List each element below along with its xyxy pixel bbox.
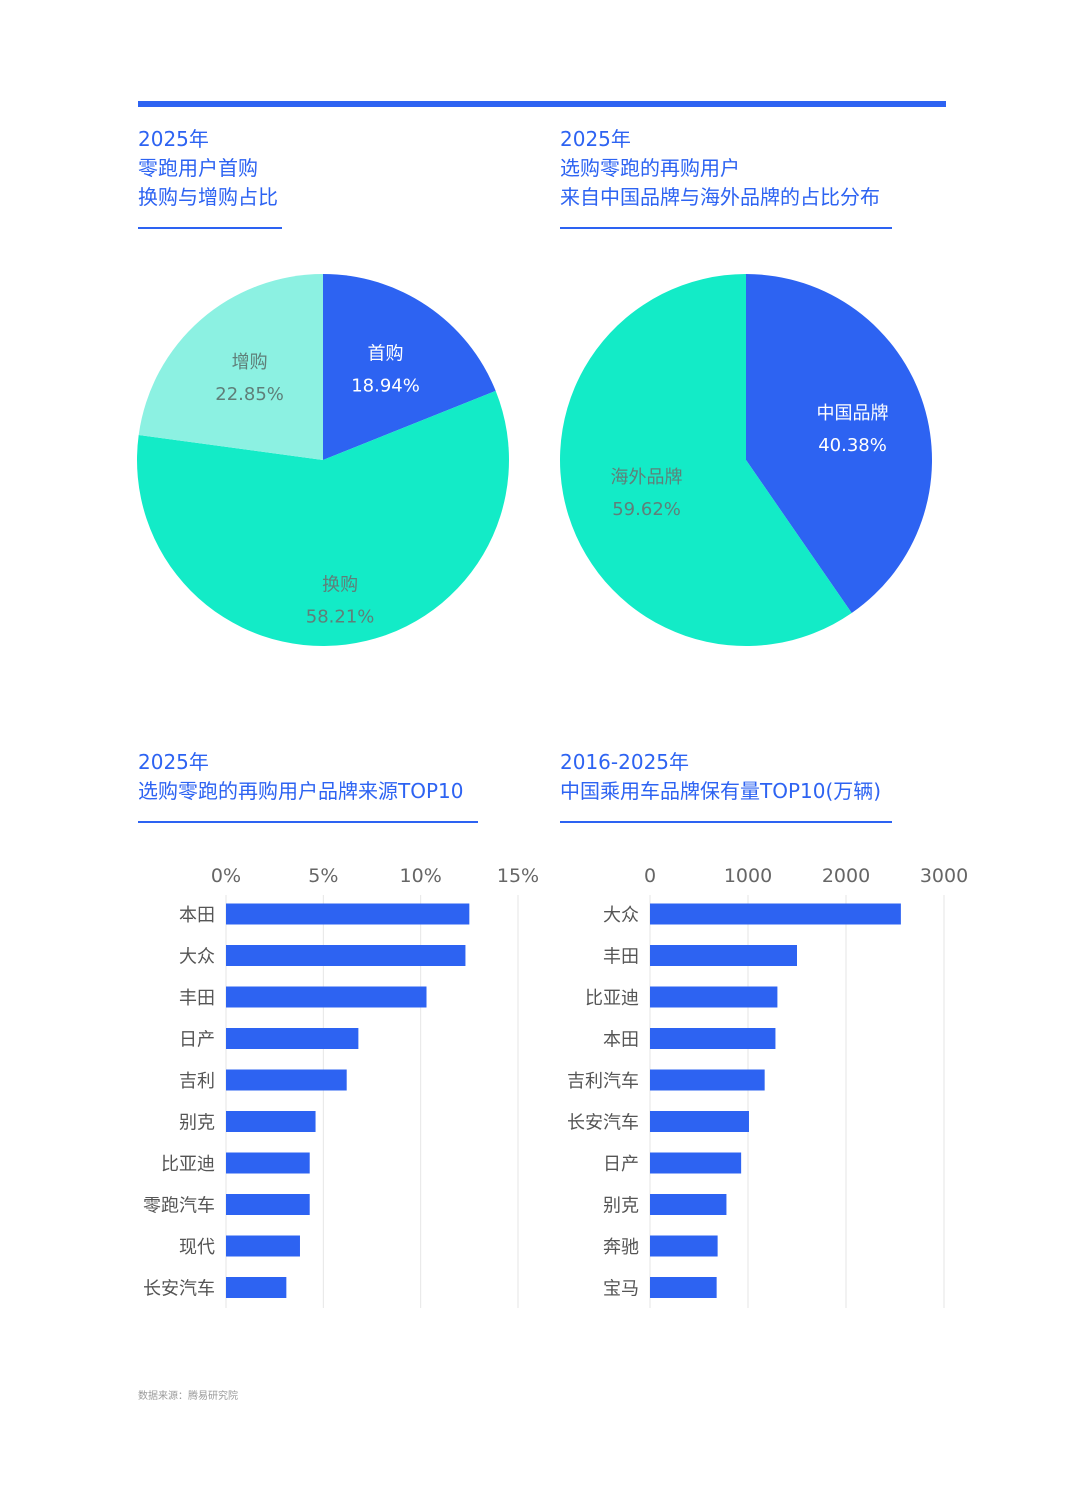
heading-line: 2025年 <box>138 127 209 151</box>
pie-label: 中国品牌 <box>817 403 889 424</box>
category-label: 零跑汽车 <box>143 1196 215 1217</box>
category-label: 现代 <box>179 1237 215 1258</box>
top-rule <box>138 101 946 107</box>
bar <box>226 903 470 925</box>
heading-line: 2025年 <box>138 750 209 774</box>
bar <box>650 986 778 1008</box>
heading-brand-source-top10: 2025年 选购零跑的再购用户品牌来源TOP10 <box>138 748 463 806</box>
category-label: 奔驰 <box>603 1237 639 1258</box>
x-tick-label: 5% <box>308 865 338 887</box>
bar <box>650 1069 765 1091</box>
pie-slice <box>746 274 932 614</box>
pie-slice <box>137 390 510 646</box>
category-label: 长安汽车 <box>143 1279 215 1300</box>
category-label: 比亚迪 <box>161 1154 215 1175</box>
bar <box>650 1111 749 1132</box>
pie-value-label: 22.85% <box>215 384 284 405</box>
category-label: 大众 <box>603 905 639 926</box>
heading-line: 2025年 <box>560 127 631 151</box>
category-label: 吉利 <box>179 1071 215 1092</box>
pie-value-label: 18.94% <box>351 376 420 397</box>
heading-brand-origin: 2025年 选购零跑的再购用户 来自中国品牌与海外品牌的占比分布 <box>560 125 880 212</box>
bar <box>226 1028 359 1049</box>
heading-first-purchase: 2025年 零跑用户首购 换购与增购占比 <box>138 125 278 212</box>
bar <box>650 1028 776 1049</box>
heading-underline <box>138 821 478 823</box>
heading-line: 2016-2025年 <box>560 750 690 774</box>
bar <box>226 1277 287 1298</box>
category-label: 长安汽车 <box>567 1113 639 1134</box>
bar <box>650 1277 717 1298</box>
heading-line: 零跑用户首购 <box>138 156 258 180</box>
bar <box>226 1152 310 1174</box>
heading-line: 换购与增购占比 <box>138 185 278 209</box>
bar <box>226 1194 310 1215</box>
x-tick-label: 10% <box>400 865 442 887</box>
x-tick-label: 3000 <box>920 865 968 887</box>
heading-line: 选购零跑的再购用户 <box>560 156 740 180</box>
category-label: 吉利汽车 <box>567 1071 639 1092</box>
heading-underline <box>138 227 282 229</box>
heading-underline <box>560 227 892 229</box>
heading-underline <box>560 821 892 823</box>
heading-line: 来自中国品牌与海外品牌的占比分布 <box>560 185 880 209</box>
pie-value-label: 40.38% <box>818 435 887 456</box>
x-tick-label: 0% <box>211 865 241 887</box>
pie-label: 换购 <box>322 574 358 595</box>
x-tick-label: 0 <box>644 865 656 887</box>
x-tick-label: 1000 <box>724 865 772 887</box>
pie-value-label: 58.21% <box>306 606 375 627</box>
category-label: 比亚迪 <box>585 988 639 1009</box>
data-source-note: 数据来源：腾易研究院 <box>138 1391 238 1402</box>
category-label: 大众 <box>179 947 215 968</box>
bar <box>226 986 427 1008</box>
heading-line: 选购零跑的再购用户品牌来源TOP10 <box>138 779 464 803</box>
bar <box>226 945 466 966</box>
category-label: 别克 <box>179 1113 215 1134</box>
category-label: 丰田 <box>603 947 639 968</box>
category-label: 日产 <box>603 1154 639 1175</box>
bar <box>226 1235 300 1257</box>
heading-ownership-top10: 2016-2025年 中国乘用车品牌保有量TOP10(万辆) <box>560 748 881 806</box>
category-label: 丰田 <box>179 988 215 1009</box>
bar <box>650 945 797 966</box>
heading-line: 中国乘用车品牌保有量TOP10(万辆) <box>560 779 882 803</box>
category-label: 本田 <box>179 905 215 926</box>
x-tick-label: 15% <box>497 865 539 887</box>
pie-slice <box>323 274 496 460</box>
pie-value-label: 59.62% <box>612 499 681 520</box>
bar <box>226 1069 347 1091</box>
bar <box>650 1235 718 1257</box>
pie-slice <box>560 274 852 646</box>
pie-label: 首购 <box>368 344 404 365</box>
pie-label: 海外品牌 <box>611 467 683 488</box>
bar <box>226 1111 316 1132</box>
pie-label: 增购 <box>232 352 268 373</box>
category-label: 日产 <box>179 1030 215 1051</box>
x-tick-label: 2000 <box>822 865 870 887</box>
category-label: 别克 <box>603 1196 639 1217</box>
bar <box>650 1194 727 1215</box>
category-label: 宝马 <box>603 1279 639 1300</box>
pie-slice <box>138 274 323 460</box>
bar <box>650 903 901 925</box>
category-label: 本田 <box>603 1030 639 1051</box>
bar <box>650 1152 742 1174</box>
